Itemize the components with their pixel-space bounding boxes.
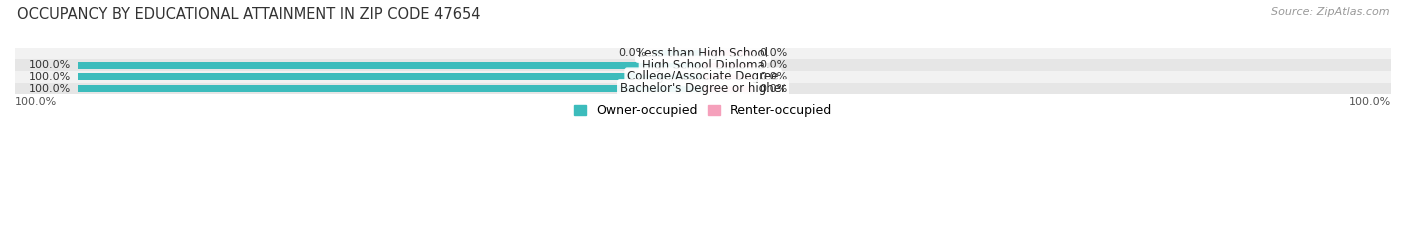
Text: Source: ZipAtlas.com: Source: ZipAtlas.com [1271,7,1389,17]
Text: High School Diploma: High School Diploma [641,59,765,72]
Text: 100.0%: 100.0% [30,72,72,82]
Text: 0.0%: 0.0% [619,48,647,58]
Bar [15,71,1391,83]
Bar [77,85,703,92]
Text: 0.0%: 0.0% [759,72,787,82]
Bar [15,83,1391,94]
Text: 100.0%: 100.0% [1348,97,1391,107]
Bar [652,50,703,57]
Text: College/Associate Degree: College/Associate Degree [627,70,779,83]
Bar [77,73,703,80]
Text: 0.0%: 0.0% [759,60,787,70]
Bar [15,48,1391,59]
Bar [703,85,754,92]
Text: 100.0%: 100.0% [15,97,58,107]
Text: 0.0%: 0.0% [759,48,787,58]
Bar [77,62,703,69]
Bar [703,50,754,57]
Text: Bachelor's Degree or higher: Bachelor's Degree or higher [620,82,786,95]
Legend: Owner-occupied, Renter-occupied: Owner-occupied, Renter-occupied [574,104,832,117]
Bar [703,73,754,80]
Bar [15,59,1391,71]
Text: 100.0%: 100.0% [30,60,72,70]
Text: Less than High School: Less than High School [638,47,768,60]
Text: 100.0%: 100.0% [30,84,72,93]
Bar [703,62,754,69]
Text: 0.0%: 0.0% [759,84,787,93]
Text: OCCUPANCY BY EDUCATIONAL ATTAINMENT IN ZIP CODE 47654: OCCUPANCY BY EDUCATIONAL ATTAINMENT IN Z… [17,7,481,22]
